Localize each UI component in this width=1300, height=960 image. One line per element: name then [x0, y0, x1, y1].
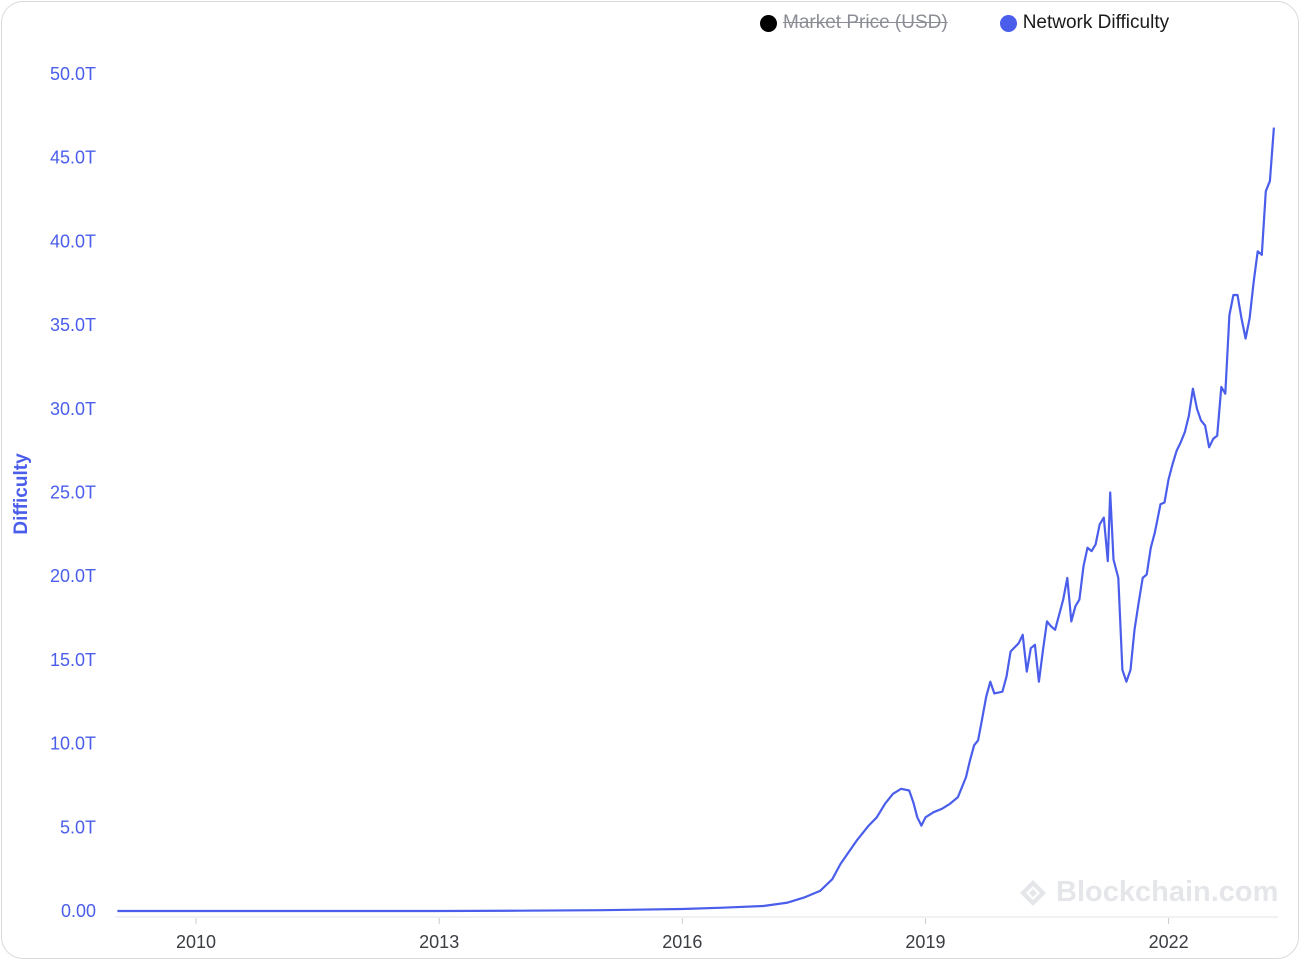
y-tick-label: 50.0T: [50, 64, 96, 84]
legend-item-market-price[interactable]: Market Price (USD): [760, 12, 948, 34]
legend-label-market-price: Market Price (USD): [783, 12, 948, 33]
x-axis-ticks: 2010 2013 2016 2019 2022: [176, 918, 1189, 952]
y-tick-label: 35.0T: [50, 315, 96, 335]
y-tick-label: 40.0T: [50, 231, 96, 251]
y-tick-label: 10.0T: [50, 734, 96, 754]
y-tick-label: 20.0T: [50, 566, 96, 586]
watermark: Blockchain.com: [1018, 876, 1278, 909]
x-tick-label: 2022: [1149, 932, 1189, 952]
y-tick-label: 30.0T: [50, 399, 96, 419]
x-tick-label: 2016: [662, 932, 702, 952]
y-tick-label: 15.0T: [50, 650, 96, 670]
y-tick-label: 0.00: [61, 901, 96, 921]
y-tick-label: 25.0T: [50, 483, 96, 503]
legend: Market Price (USD) Network Difficulty: [760, 12, 1169, 34]
x-tick-label: 2010: [176, 932, 216, 952]
y-tick-label: 5.0T: [60, 817, 96, 837]
series-line-network-difficulty: [117, 127, 1275, 913]
y-tick-label: 45.0T: [50, 148, 96, 168]
legend-label-network-difficulty: Network Difficulty: [1022, 12, 1170, 33]
x-tick-label: 2019: [905, 932, 945, 952]
y-axis-ticks: 0.00 5.0T 10.0T 15.0T 20.0T 25.0T 30.0T 35.0T 40…: [50, 64, 96, 921]
market-price-dot-icon: [760, 14, 777, 32]
x-tick-label: 2013: [419, 932, 459, 952]
network-difficulty-dot-icon: [999, 14, 1017, 32]
blockchain-logo-icon: [1020, 879, 1046, 906]
legend-item-network-difficulty[interactable]: Network Difficulty: [999, 12, 1170, 34]
watermark-text: Blockchain.com: [1056, 876, 1279, 908]
